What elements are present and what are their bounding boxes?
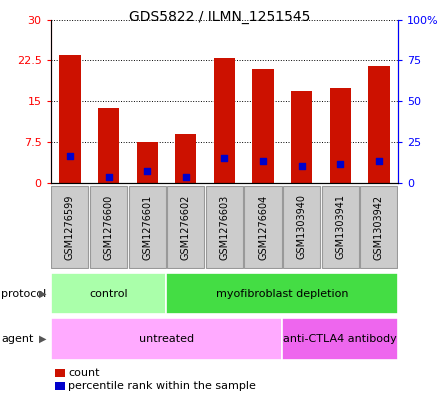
Bar: [167, 185, 204, 268]
Text: agent: agent: [1, 334, 33, 344]
Text: count: count: [68, 368, 100, 378]
Bar: [128, 185, 166, 268]
Bar: [136, 142, 158, 183]
Bar: [322, 185, 359, 268]
Bar: [283, 185, 320, 268]
Point: [66, 153, 73, 160]
Text: control: control: [89, 289, 128, 299]
Text: ▶: ▶: [39, 289, 47, 299]
Bar: [368, 66, 389, 183]
Text: GSM1276601: GSM1276601: [142, 194, 152, 260]
Text: GSM1276603: GSM1276603: [220, 194, 229, 260]
Text: ▶: ▶: [39, 334, 47, 344]
Point: [337, 161, 344, 167]
Text: percentile rank within the sample: percentile rank within the sample: [68, 381, 256, 391]
Bar: [175, 134, 196, 183]
Bar: [330, 88, 351, 183]
Bar: [253, 68, 274, 183]
Bar: [282, 318, 398, 360]
Text: GSM1303940: GSM1303940: [297, 195, 307, 259]
Text: GSM1276600: GSM1276600: [103, 194, 114, 260]
Text: GSM1276599: GSM1276599: [65, 194, 75, 260]
Text: untreated: untreated: [139, 334, 194, 344]
Point: [298, 162, 305, 169]
Bar: [166, 273, 398, 314]
Bar: [214, 58, 235, 183]
Bar: [98, 108, 119, 183]
Bar: [206, 185, 243, 268]
Text: GSM1303941: GSM1303941: [335, 195, 345, 259]
Text: GSM1276604: GSM1276604: [258, 194, 268, 260]
Point: [143, 167, 150, 174]
Text: protocol: protocol: [1, 289, 46, 299]
Bar: [90, 185, 127, 268]
Bar: [51, 185, 88, 268]
Text: GSM1276602: GSM1276602: [181, 194, 191, 260]
Bar: [360, 185, 397, 268]
Bar: [291, 92, 312, 183]
Bar: [245, 185, 282, 268]
Bar: [59, 55, 81, 183]
Point: [260, 158, 267, 164]
Text: GDS5822 / ILMN_1251545: GDS5822 / ILMN_1251545: [129, 10, 311, 24]
Text: GSM1303942: GSM1303942: [374, 195, 384, 259]
Point: [182, 174, 189, 180]
Bar: [51, 273, 166, 314]
Text: anti-CTLA4 antibody: anti-CTLA4 antibody: [283, 334, 397, 344]
Text: myofibroblast depletion: myofibroblast depletion: [216, 289, 348, 299]
Point: [105, 174, 112, 180]
Point: [221, 155, 228, 162]
Point: [375, 158, 382, 164]
Bar: [51, 318, 282, 360]
